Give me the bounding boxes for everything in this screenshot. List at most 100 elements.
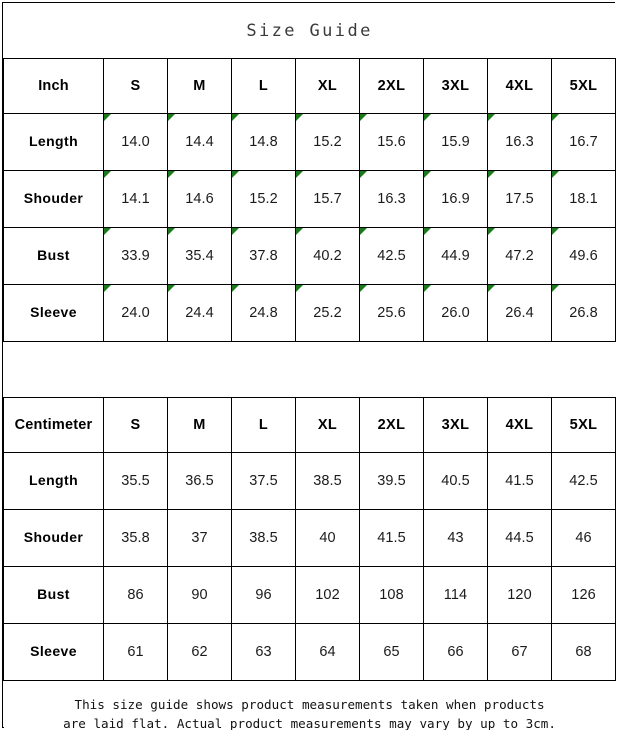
cell-comment-marker-icon bbox=[296, 171, 303, 178]
measurement-value: 16.3 bbox=[377, 191, 406, 207]
cell-comment-marker-icon bbox=[168, 228, 175, 235]
measurement-cell: 43 bbox=[423, 509, 488, 567]
row-label-shouder: Shouder bbox=[3, 509, 104, 567]
row-label-text: Bust bbox=[37, 247, 70, 263]
measurement-value: 67 bbox=[511, 644, 528, 660]
measurement-cell: 15.9 bbox=[423, 113, 488, 171]
measurement-cell: 42.5 bbox=[550, 452, 617, 510]
measurement-value: 47.2 bbox=[505, 248, 534, 264]
measurement-cell: 68 bbox=[550, 623, 617, 681]
size-header-label: 4XL bbox=[505, 78, 534, 94]
measurement-value: 39.5 bbox=[377, 473, 406, 489]
measurement-value: 96 bbox=[255, 587, 272, 603]
measurement-value: 26.8 bbox=[569, 305, 598, 321]
measurement-cell: 25.2 bbox=[295, 284, 360, 342]
measurement-cell: 49.6 bbox=[550, 227, 617, 285]
measurement-cell: 46 bbox=[550, 509, 617, 567]
measurement-cell: 86 bbox=[103, 566, 168, 624]
table-row: Length 14.0 14.4 14.8 15.2 15.6 15.9 16.3 16.7 bbox=[3, 113, 617, 171]
measurement-value: 64 bbox=[319, 644, 336, 660]
measurement-value: 14.1 bbox=[121, 191, 150, 207]
size-header-label: L bbox=[258, 78, 269, 94]
row-label-text: Shouder bbox=[23, 529, 84, 545]
cell-comment-marker-icon bbox=[552, 285, 559, 292]
size-header-2xl: 2XL bbox=[359, 58, 424, 114]
measurement-value: 14.0 bbox=[121, 134, 150, 150]
measurement-cell: 96 bbox=[231, 566, 296, 624]
measurement-value: 17.5 bbox=[505, 191, 534, 207]
measurement-cell: 37.5 bbox=[231, 452, 296, 510]
header-row-centimeter: Centimeter S M L XL 2XL 3XL 4XL 5XL bbox=[3, 397, 617, 453]
measurement-value: 16.3 bbox=[505, 134, 534, 150]
unit-header-label: Inch bbox=[38, 78, 69, 94]
measurement-value: 44.9 bbox=[441, 248, 470, 264]
cell-comment-marker-icon bbox=[424, 171, 431, 178]
measurement-cell: 26.4 bbox=[487, 284, 552, 342]
measurement-value: 42.5 bbox=[377, 248, 406, 264]
measurement-cell: 18.1 bbox=[550, 170, 617, 228]
measurement-value: 90 bbox=[191, 587, 208, 603]
measurement-cell: 40.5 bbox=[423, 452, 488, 510]
measurement-value: 108 bbox=[379, 587, 404, 603]
cell-comment-marker-icon bbox=[552, 114, 559, 121]
measurement-value: 62 bbox=[191, 644, 208, 660]
measurement-cell: 16.7 bbox=[550, 113, 617, 171]
page-title: Size Guide bbox=[3, 3, 616, 59]
measurement-value: 24.0 bbox=[121, 305, 150, 321]
measurement-cell: 42.5 bbox=[359, 227, 424, 285]
measurement-cell: 14.6 bbox=[167, 170, 232, 228]
cell-comment-marker-icon bbox=[168, 285, 175, 292]
size-header-5xl: 5XL bbox=[550, 58, 617, 114]
cell-comment-marker-icon bbox=[296, 228, 303, 235]
size-header-label: M bbox=[193, 417, 206, 433]
cell-comment-marker-icon bbox=[360, 114, 367, 121]
measurement-value: 26.0 bbox=[441, 305, 470, 321]
size-guide-table: Size Guide Inch S M L XL 2XL 3XL 4XL 5XL Length 14.… bbox=[3, 3, 617, 730]
table-spacer-cell bbox=[3, 341, 616, 398]
measurement-cell: 67 bbox=[487, 623, 552, 681]
measurement-cell: 36.5 bbox=[167, 452, 232, 510]
measurement-value: 24.4 bbox=[185, 305, 214, 321]
table-body: Size Guide Inch S M L XL 2XL 3XL 4XL 5XL Length 14.… bbox=[3, 3, 617, 730]
cell-comment-marker-icon bbox=[168, 171, 175, 178]
size-header-4xl: 4XL bbox=[487, 58, 552, 114]
measurement-cell: 108 bbox=[359, 566, 424, 624]
cell-comment-marker-icon bbox=[168, 114, 175, 121]
row-label-text: Shouder bbox=[23, 190, 84, 206]
measurement-cell: 47.2 bbox=[487, 227, 552, 285]
size-header-xl: XL bbox=[295, 397, 360, 453]
size-header-4xl: 4XL bbox=[487, 397, 552, 453]
row-label-length: Length bbox=[3, 452, 104, 510]
measurement-value: 41.5 bbox=[505, 473, 534, 489]
footer-note: This size guide shows product measuremen… bbox=[3, 680, 616, 730]
measurement-cell: 35.4 bbox=[167, 227, 232, 285]
measurement-cell: 14.0 bbox=[103, 113, 168, 171]
row-label-bust: Bust bbox=[3, 227, 104, 285]
measurement-value: 35.5 bbox=[121, 473, 150, 489]
size-header-xl: XL bbox=[295, 58, 360, 114]
measurement-cell: 15.2 bbox=[295, 113, 360, 171]
cell-comment-marker-icon bbox=[424, 114, 431, 121]
measurement-cell: 39.5 bbox=[359, 452, 424, 510]
measurement-cell: 25.6 bbox=[359, 284, 424, 342]
cell-comment-marker-icon bbox=[552, 171, 559, 178]
row-label-text: Bust bbox=[37, 586, 70, 602]
row-label-text: Length bbox=[28, 133, 79, 149]
cell-comment-marker-icon bbox=[104, 228, 111, 235]
measurement-cell: 66 bbox=[423, 623, 488, 681]
size-header-label: XL bbox=[317, 78, 338, 94]
measurement-value: 15.6 bbox=[377, 134, 406, 150]
measurement-value: 38.5 bbox=[313, 473, 342, 489]
measurement-value: 41.5 bbox=[377, 530, 406, 546]
measurement-cell: 26.8 bbox=[550, 284, 617, 342]
measurement-value: 49.6 bbox=[569, 248, 598, 264]
measurement-cell: 15.2 bbox=[231, 170, 296, 228]
size-header-s: S bbox=[103, 397, 168, 453]
measurement-value: 68 bbox=[575, 644, 592, 660]
measurement-cell: 126 bbox=[550, 566, 617, 624]
measurement-value: 14.8 bbox=[249, 134, 278, 150]
cell-comment-marker-icon bbox=[488, 114, 495, 121]
measurement-value: 14.6 bbox=[185, 191, 214, 207]
